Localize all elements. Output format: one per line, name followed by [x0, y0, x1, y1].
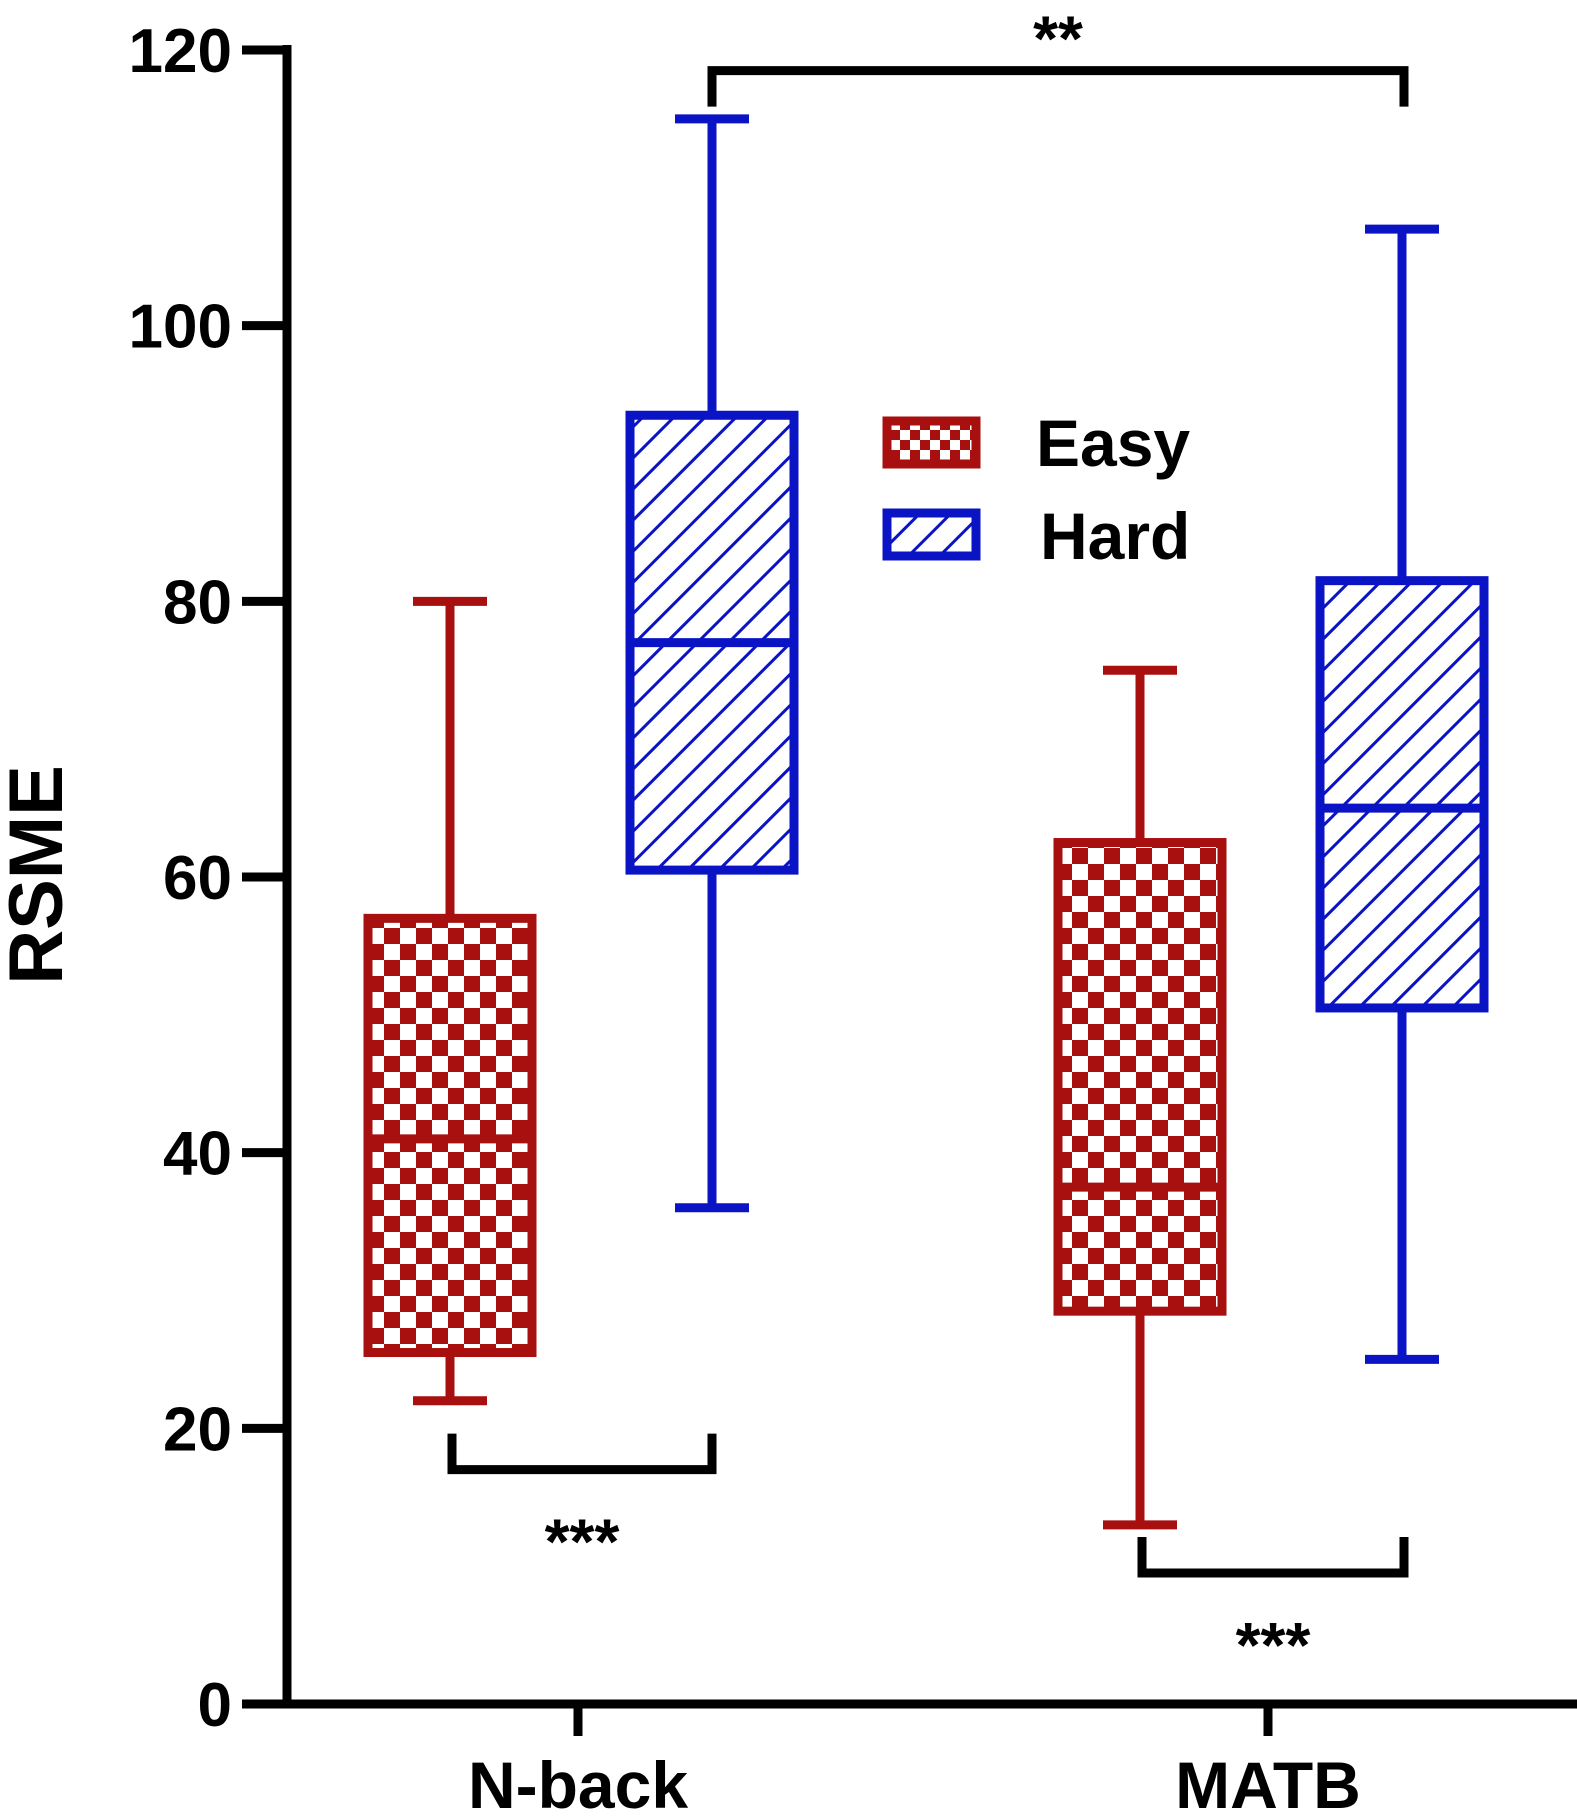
- x-ticks: N-back MATB: [468, 1704, 1361, 1817]
- box-iqr: [1315, 576, 1489, 1013]
- legend-label-hard: Hard: [1040, 499, 1190, 573]
- significance-bracket: **: [707, 3, 1409, 107]
- legend-swatch-easy: [882, 416, 981, 469]
- x-tick-label: N-back: [468, 1748, 688, 1817]
- y-tick-label: 80: [163, 568, 232, 637]
- bracket-line: [1137, 1537, 1409, 1578]
- boxes: [363, 114, 1489, 1530]
- y-ticks: 0 20 40 60 80 100 120: [129, 17, 287, 1740]
- significance-label: **: [1033, 3, 1083, 75]
- legend: Easy Hard: [882, 406, 1190, 573]
- significance-label: ***: [1236, 1609, 1311, 1681]
- bracket-line: [707, 66, 1409, 107]
- bracket-line: [447, 1433, 717, 1475]
- box-iqr: [1053, 838, 1227, 1316]
- y-tick-label: 60: [163, 844, 232, 913]
- legend-label-easy: Easy: [1036, 406, 1190, 480]
- y-axis-label: RSME: [0, 765, 79, 985]
- box-easy-n-back: [363, 596, 537, 1406]
- box-hard-n-back: [625, 114, 799, 1213]
- y-tick-label: 40: [163, 1120, 232, 1189]
- y-tick-label: 20: [163, 1395, 232, 1464]
- box-easy-matb: [1053, 665, 1227, 1530]
- box-hard-matb: [1315, 224, 1489, 1364]
- x-tick-label: MATB: [1175, 1748, 1361, 1817]
- significance-label: ***: [545, 1506, 620, 1578]
- significance-bracket: ***: [1137, 1537, 1409, 1681]
- legend-swatch-hard: [882, 508, 981, 561]
- significance-brackets: ********: [447, 3, 1409, 1681]
- y-tick-label: 120: [129, 17, 232, 86]
- y-tick-label: 0: [198, 1671, 232, 1740]
- significance-bracket: ***: [447, 1433, 717, 1578]
- y-tick-label: 100: [129, 293, 232, 362]
